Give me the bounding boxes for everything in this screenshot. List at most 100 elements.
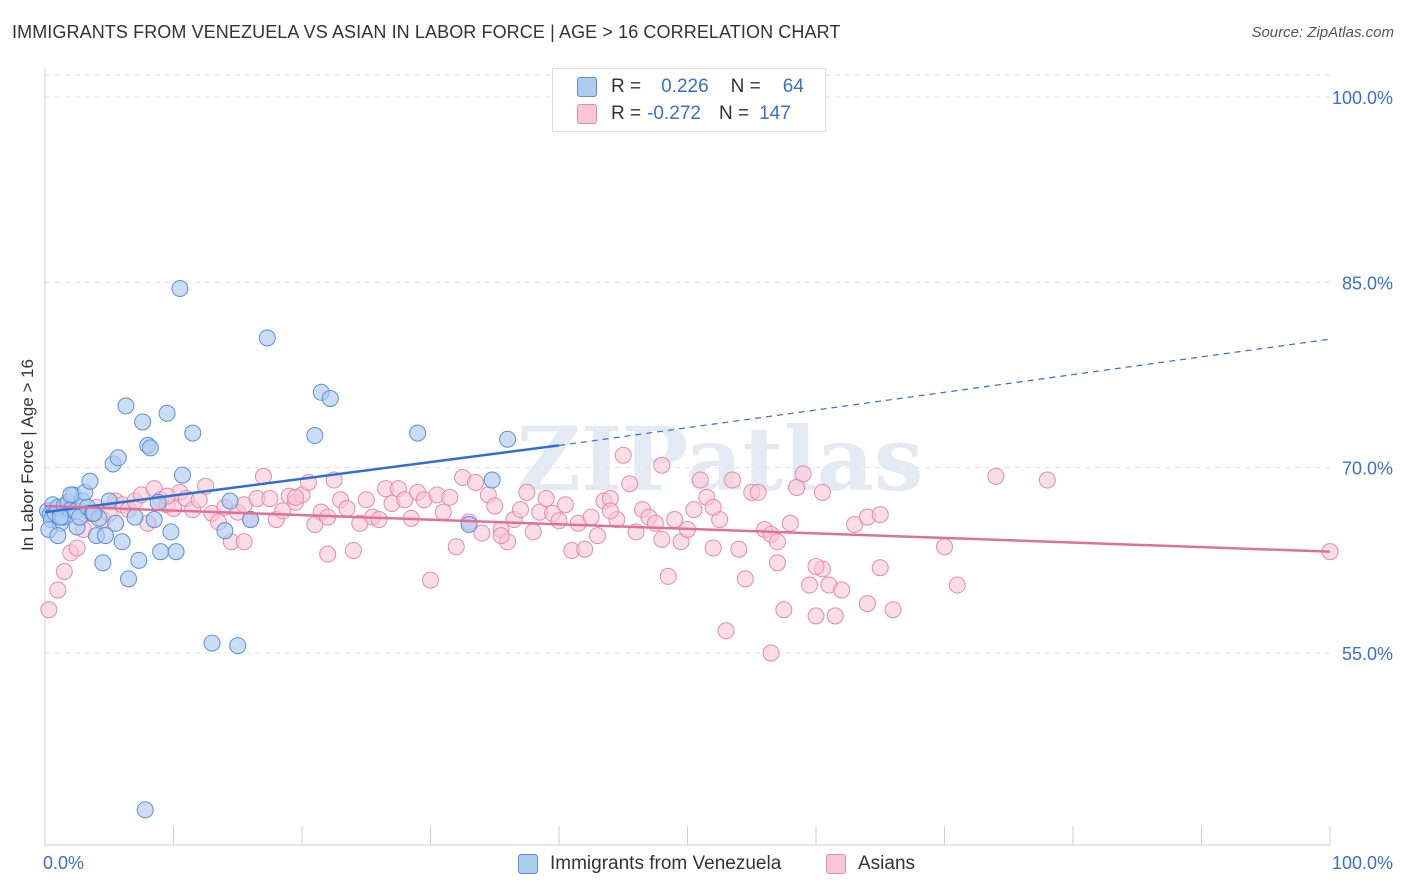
point-venezuela bbox=[113, 533, 131, 551]
point-asians bbox=[659, 567, 677, 585]
point-asians bbox=[338, 499, 356, 517]
point-venezuela bbox=[62, 486, 80, 504]
legend-r-label: R = bbox=[611, 76, 642, 97]
point-venezuela bbox=[117, 397, 135, 415]
legend-row-venezuela: R = 0.226 N = 64 bbox=[577, 75, 804, 99]
point-venezuela bbox=[162, 523, 180, 541]
point-asians bbox=[235, 533, 253, 551]
point-venezuela bbox=[229, 637, 247, 655]
bottom-legend-swatch-pink bbox=[826, 854, 846, 874]
point-asians bbox=[685, 501, 703, 519]
point-asians bbox=[396, 491, 414, 509]
legend-swatch-blue bbox=[577, 77, 597, 97]
bottom-legend-asians: Asians bbox=[826, 852, 915, 876]
point-asians bbox=[601, 502, 619, 520]
bottom-legend-swatch-blue bbox=[518, 854, 538, 874]
chart-title: IMMIGRANTS FROM VENEZUELA VS ASIAN IN LA… bbox=[12, 22, 841, 42]
point-asians bbox=[736, 570, 754, 588]
point-asians bbox=[55, 562, 73, 580]
point-venezuela bbox=[499, 430, 517, 448]
point-venezuela bbox=[321, 389, 339, 407]
point-venezuela bbox=[158, 404, 176, 422]
point-asians bbox=[40, 601, 58, 619]
point-asians bbox=[582, 508, 600, 526]
point-asians bbox=[537, 490, 555, 508]
point-asians bbox=[287, 488, 305, 506]
point-asians bbox=[813, 483, 831, 501]
point-venezuela bbox=[483, 471, 501, 489]
point-asians bbox=[884, 601, 902, 619]
point-venezuela bbox=[145, 511, 163, 529]
point-asians bbox=[441, 488, 459, 506]
point-asians bbox=[1038, 471, 1056, 489]
point-venezuela bbox=[130, 551, 148, 569]
point-venezuela bbox=[221, 492, 239, 510]
watermark: ZIPatlas bbox=[517, 407, 924, 511]
point-asians bbox=[589, 527, 607, 545]
point-asians bbox=[492, 527, 510, 545]
point-asians bbox=[614, 446, 632, 464]
point-venezuela bbox=[81, 472, 99, 490]
point-asians bbox=[486, 497, 504, 515]
point-asians bbox=[807, 558, 825, 576]
point-asians bbox=[768, 533, 786, 551]
point-venezuela bbox=[96, 527, 114, 545]
point-asians bbox=[788, 478, 806, 496]
point-venezuela bbox=[242, 511, 260, 529]
bottom-legend-label: Immigrants from Venezuela bbox=[550, 853, 782, 874]
point-venezuela bbox=[120, 570, 138, 588]
point-asians bbox=[775, 601, 793, 619]
point-asians bbox=[704, 498, 722, 516]
x-tick-label: 0.0% bbox=[43, 853, 84, 873]
point-asians bbox=[807, 607, 825, 625]
point-venezuela bbox=[141, 439, 159, 457]
point-venezuela bbox=[173, 466, 191, 484]
point-asians bbox=[370, 511, 388, 529]
point-asians bbox=[68, 539, 86, 557]
point-venezuela bbox=[306, 427, 324, 445]
correlation-legend: R = 0.226 N = 64 R = -0.272 N = 147 bbox=[552, 68, 826, 132]
point-venezuela bbox=[100, 492, 118, 510]
trendline-venezuela bbox=[44, 444, 560, 514]
source-label: Source: ZipAtlas.com bbox=[1251, 24, 1394, 41]
point-venezuela bbox=[167, 543, 185, 561]
point-venezuela bbox=[134, 413, 152, 431]
point-asians bbox=[576, 540, 594, 558]
point-asians bbox=[261, 490, 279, 508]
point-asians bbox=[749, 483, 767, 501]
legend-row-asians: R = -0.272 N = 147 bbox=[577, 102, 791, 126]
point-venezuela bbox=[136, 801, 154, 819]
legend-r-label: R = bbox=[611, 103, 642, 124]
y-tick-label: 70.0% bbox=[1342, 459, 1393, 479]
y-tick-label: 100.0% bbox=[1332, 88, 1393, 108]
point-asians bbox=[550, 512, 568, 530]
trendline-venezuela-extension bbox=[558, 338, 1331, 447]
point-asians bbox=[871, 559, 889, 577]
point-asians bbox=[717, 622, 735, 640]
bottom-legend-venezuela: Immigrants from Venezuela bbox=[518, 852, 781, 876]
point-asians bbox=[434, 503, 452, 521]
point-asians bbox=[846, 516, 864, 534]
point-venezuela bbox=[171, 280, 189, 298]
point-venezuela bbox=[94, 554, 112, 572]
point-venezuela bbox=[216, 522, 234, 540]
point-venezuela bbox=[109, 449, 127, 467]
point-asians bbox=[762, 644, 780, 662]
point-asians bbox=[730, 540, 748, 558]
point-venezuela bbox=[460, 516, 478, 534]
x-tick-label: 100.0% bbox=[1332, 853, 1393, 873]
bottom-legend-label: Asians bbox=[858, 853, 916, 874]
point-asians bbox=[518, 483, 536, 501]
point-asians bbox=[524, 523, 542, 541]
point-venezuela bbox=[152, 543, 170, 561]
legend-r-value: -0.272 bbox=[647, 103, 701, 124]
point-asians bbox=[357, 491, 375, 509]
point-asians bbox=[704, 539, 722, 557]
point-asians bbox=[422, 571, 439, 589]
point-asians bbox=[858, 595, 876, 613]
point-venezuela bbox=[184, 424, 202, 442]
point-venezuela bbox=[409, 424, 427, 442]
point-venezuela bbox=[107, 514, 125, 532]
legend-swatch-pink bbox=[577, 104, 597, 124]
point-asians bbox=[936, 538, 953, 556]
